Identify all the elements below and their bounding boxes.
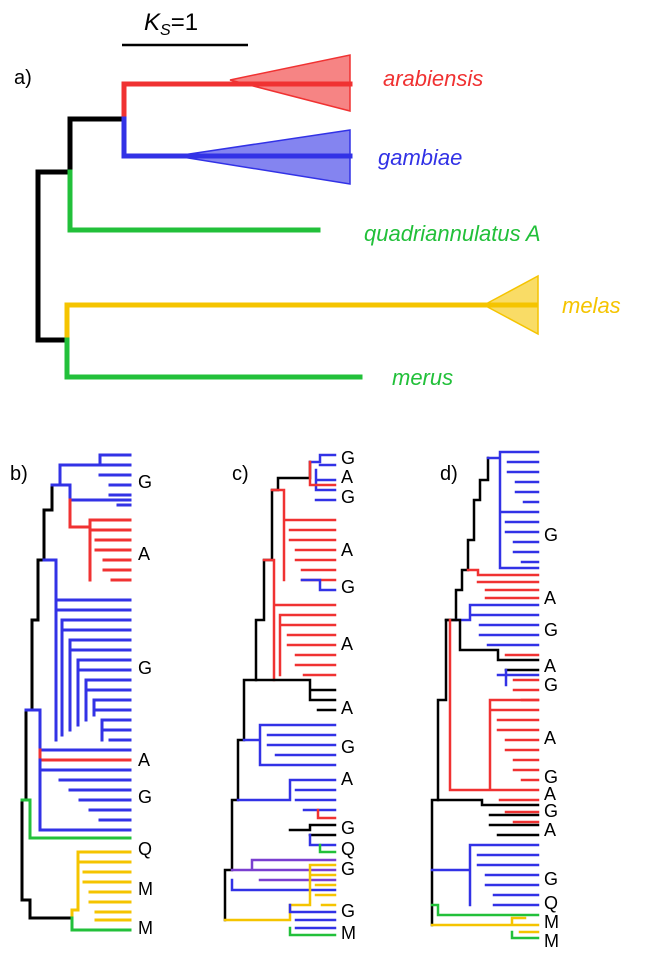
panel-b-label: b) [10, 463, 28, 485]
panel-c-tip: A [341, 467, 353, 487]
panel-d-tip: G [544, 767, 558, 787]
gambiae-clade-triangle [175, 129, 351, 185]
panel-d-tip: M [544, 912, 559, 932]
panel-b-tip: M [138, 879, 153, 899]
panel-d-tip: G [544, 869, 558, 889]
panel-c-tree [223, 453, 337, 937]
panel-d-tip: G [544, 525, 558, 545]
panel-d-tree [430, 450, 540, 940]
panel-b-tip: G [138, 472, 152, 492]
panel-b-tip: Q [138, 839, 152, 859]
panel-c-tip: A [341, 540, 353, 560]
panel-b-tip: M [138, 918, 153, 938]
panel-d-tip: G [544, 675, 558, 695]
panel-c-tip: G [341, 448, 355, 468]
panel-d-tip: A [544, 820, 556, 840]
species-label-melas: melas [562, 293, 621, 318]
panel-c-tip: G [341, 577, 355, 597]
species-label-merus: merus [392, 365, 453, 390]
panel-b-tip: A [138, 544, 150, 564]
panel-a-label: a) [14, 67, 32, 89]
panel-d-tip: A [544, 588, 556, 608]
panel-b: b) G A G A G Q M M [10, 453, 153, 938]
panel-c-tip: G [341, 737, 355, 757]
panel-a-tree [35, 81, 538, 380]
species-label-gambiae: gambiae [378, 145, 462, 170]
scale-bar: KS=1 [122, 9, 248, 47]
panel-c-tip: A [341, 769, 353, 789]
svg-text:KS=1: KS=1 [144, 9, 198, 39]
panel-b-tip: G [138, 658, 152, 678]
arabiensis-clade-triangle [229, 54, 351, 112]
panel-a: a) arabiensis gambiae quadriannulatus A … [14, 54, 621, 390]
panel-d-tip: Q [544, 893, 558, 913]
species-label-arabiensis: arabiensis [383, 66, 483, 91]
melas-clade-triangle [482, 274, 539, 336]
panel-c-tip: A [341, 698, 353, 718]
panel-c-tip: G [341, 487, 355, 507]
panel-c-tip: G [341, 901, 355, 921]
panel-d-tip: A [544, 784, 556, 804]
panel-c-tip: M [341, 923, 356, 943]
panel-c-label: c) [232, 463, 249, 485]
panel-d-label: d) [440, 463, 458, 485]
panel-b-tree [20, 453, 132, 932]
panel-d-tip: G [544, 801, 558, 821]
scale-bar-subscript: S [160, 22, 171, 39]
scale-bar-value: =1 [171, 9, 198, 36]
panel-c-tip: A [341, 634, 353, 654]
panel-c-tip: G [341, 859, 355, 879]
panel-d-tip: M [544, 931, 559, 951]
panel-d-tip: A [544, 656, 556, 676]
panel-c-tip: G [341, 818, 355, 838]
panel-d-tip: A [544, 728, 556, 748]
species-label-quadriannulatus: quadriannulatus A [364, 221, 541, 246]
panel-b-tip: A [138, 750, 150, 770]
panel-c: c) G A G A G A A G A G [223, 448, 356, 943]
panel-d-tip: G [544, 620, 558, 640]
scale-bar-k: K [144, 9, 161, 36]
panel-b-tip: G [138, 787, 152, 807]
panel-d: d) G A G A G A G A G A G Q M M [430, 450, 559, 951]
panel-c-tip: Q [341, 839, 355, 859]
